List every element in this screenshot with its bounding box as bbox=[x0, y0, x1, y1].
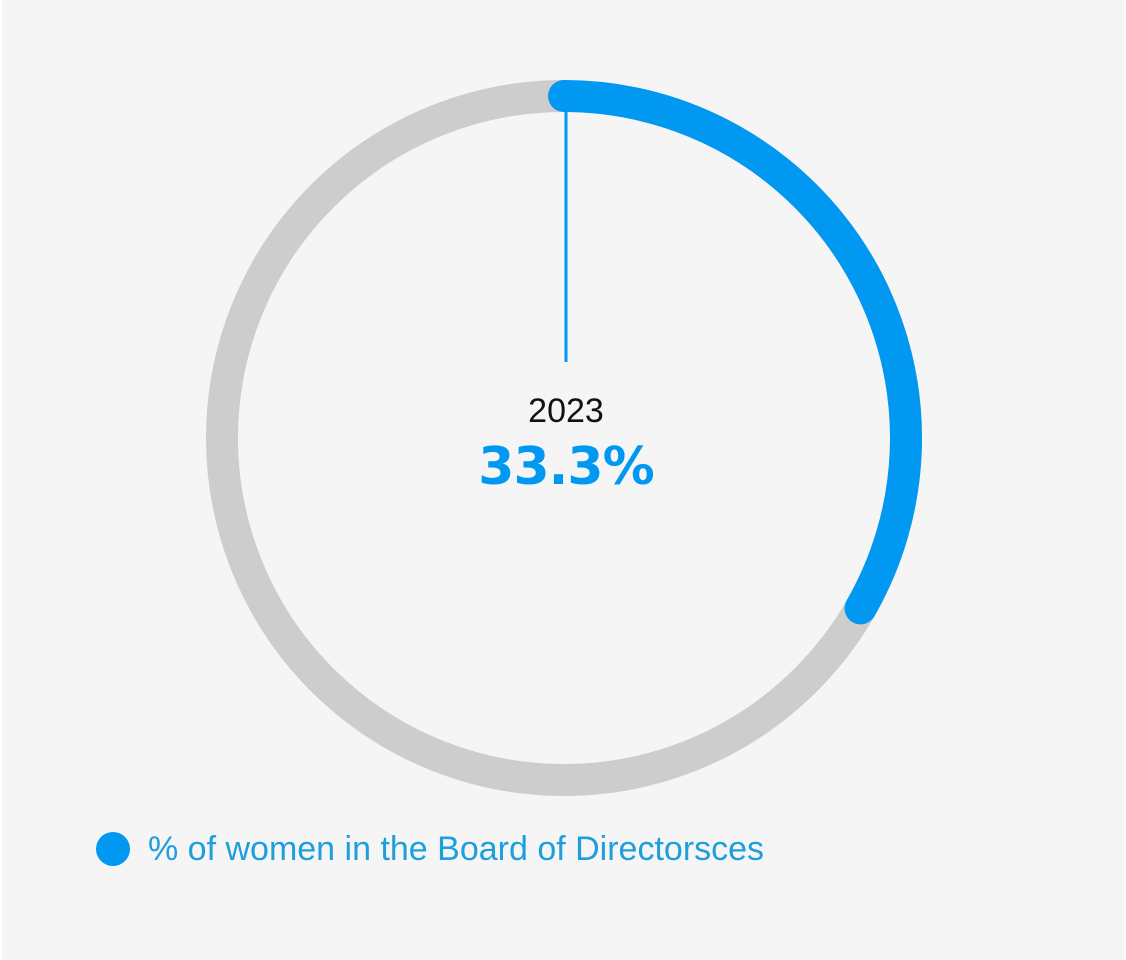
legend-marker bbox=[96, 832, 130, 866]
value-label: 33.3% bbox=[478, 437, 653, 497]
year-label: 2023 bbox=[528, 392, 604, 430]
legend: % of women in the Board of Directorsces bbox=[96, 826, 764, 872]
legend-label: % of women in the Board of Directorsces bbox=[148, 829, 765, 868]
donut-value-arc bbox=[548, 80, 922, 625]
